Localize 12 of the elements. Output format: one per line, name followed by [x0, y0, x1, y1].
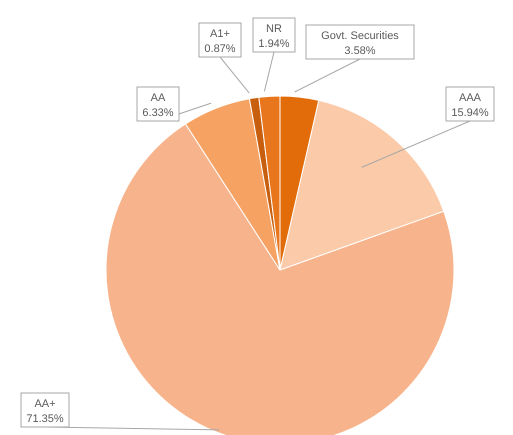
data-label: 1.94% [258, 38, 290, 50]
data-label: 6.33% [142, 107, 174, 119]
slice-label: AA+ [34, 398, 56, 410]
slice-label: A1+ [210, 28, 230, 40]
data-label: 3.58% [344, 45, 376, 57]
slice-label: AAA [458, 92, 482, 104]
data-label: 71.35% [26, 413, 64, 425]
data-label: 0.87% [204, 43, 236, 55]
slice-label: AA [150, 92, 166, 104]
slice-label: Govt. Securities [321, 30, 400, 42]
data-label: 15.94% [451, 107, 489, 119]
slice-label: NR [266, 23, 282, 35]
